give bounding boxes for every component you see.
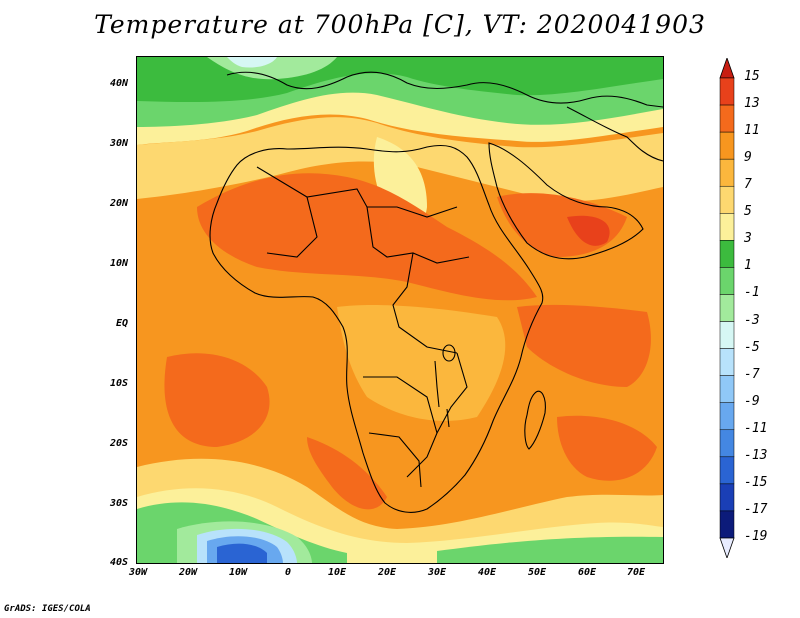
field-band-m1c-south-east	[437, 536, 663, 563]
lat-label: EQ	[115, 318, 128, 329]
colorbar-swatch	[719, 158, 735, 187]
colorbar-label: -13	[744, 447, 768, 463]
colorbar-swatch	[719, 321, 735, 349]
field-band-11c-satlantic	[164, 353, 270, 447]
lon-label: 60E	[577, 567, 597, 578]
iran-coastline	[566, 106, 663, 162]
field-band-11c-indian	[517, 304, 651, 387]
border-east-africa	[406, 352, 468, 478]
colorbar-swatch	[719, 456, 735, 485]
colorbar-swatch	[719, 185, 735, 214]
colorbar-swatch	[719, 348, 735, 376]
lon-label: 50E	[527, 567, 547, 578]
colorbar-label: -9	[744, 393, 760, 409]
field-band-m15c-south	[217, 543, 267, 563]
lake-victoria	[442, 344, 456, 362]
lon-label: 40E	[477, 567, 497, 578]
colorbar-swatch	[719, 131, 735, 160]
colorbar-swatch	[719, 402, 735, 431]
lat-label: 30N	[109, 138, 128, 149]
colorbar-swatch	[719, 104, 735, 133]
colorbar-swatch	[719, 294, 735, 322]
lon-label: 30E	[427, 567, 447, 578]
lake-tanganyika	[434, 360, 440, 408]
europe-coastline	[226, 71, 663, 108]
colorbar-swatch	[719, 213, 735, 241]
field-band-11c-namibia	[307, 437, 387, 510]
lon-label: 20E	[377, 567, 397, 578]
border-angola-zambia	[363, 376, 438, 434]
colorbar-swatch	[719, 429, 735, 458]
grads-credit: GrADS: IGES/COLA	[4, 604, 91, 614]
border-southern-africa	[368, 432, 422, 488]
colorbar-label: -7	[744, 366, 760, 382]
lat-label: 20S	[109, 438, 128, 449]
colorbar-label: -19	[744, 529, 768, 544]
field-cold-patch-iberia	[227, 57, 277, 68]
colorbar-swatch	[719, 375, 735, 403]
colorbar-swatch	[719, 77, 735, 106]
colorbar-label: -11	[744, 420, 768, 436]
colorbar-top-arrow	[719, 58, 735, 79]
colorbar-label: 5	[744, 204, 752, 220]
colorbar-swatch	[719, 267, 735, 295]
colorbar-label: 13	[744, 96, 760, 112]
coastlines	[209, 71, 663, 513]
colorbar-label: -17	[744, 501, 768, 517]
colorbar-label: 9	[744, 150, 752, 166]
temperature-map	[136, 56, 664, 564]
colorbar-label: -15	[744, 474, 768, 490]
lon-label: 30W	[128, 567, 148, 578]
lat-label: 10S	[109, 378, 128, 389]
lat-label: 40S	[109, 557, 128, 568]
colorbar-label: 15	[744, 69, 760, 84]
colorbar-label: 3	[744, 231, 752, 247]
colorbar-label: -3	[744, 312, 760, 328]
field-band-11c-sahel	[197, 173, 537, 301]
lat-label: 30S	[109, 498, 128, 509]
lat-label: 40N	[109, 78, 128, 89]
colorbar-bottom-arrow	[719, 537, 735, 558]
lake-malawi	[446, 408, 450, 428]
colorbar-swatch	[719, 483, 735, 512]
field-band-13c-arabia	[567, 215, 610, 246]
temperature-field	[137, 57, 663, 563]
border-west-africa	[266, 196, 318, 258]
colorbar-label: -5	[744, 339, 760, 355]
map-title: Temperature at 700hPa [C], VT: 202004190…	[94, 10, 706, 39]
field-band-11c-madagascar-east	[557, 415, 657, 481]
lon-label: 0	[284, 567, 292, 578]
border-central-africa	[392, 252, 458, 354]
colorbar-swatch	[719, 510, 735, 539]
arabia-coastline	[488, 142, 644, 260]
colorbar-label: 1	[744, 258, 752, 274]
lat-label: 20N	[109, 198, 128, 209]
lat-label: 10N	[109, 258, 128, 269]
lon-label: 20W	[178, 567, 198, 578]
madagascar-coastline	[524, 390, 546, 450]
border-sahel	[366, 206, 470, 264]
africa-coastline	[209, 144, 544, 513]
colorbar	[719, 58, 735, 558]
lon-label: 70E	[626, 567, 646, 578]
colorbar-label: 7	[744, 177, 752, 193]
colorbar-label: -1	[744, 285, 760, 301]
colorbar-swatch	[719, 240, 735, 268]
lon-label: 10E	[327, 567, 347, 578]
lon-label: 10W	[228, 567, 248, 578]
colorbar-label: 11	[744, 123, 760, 139]
